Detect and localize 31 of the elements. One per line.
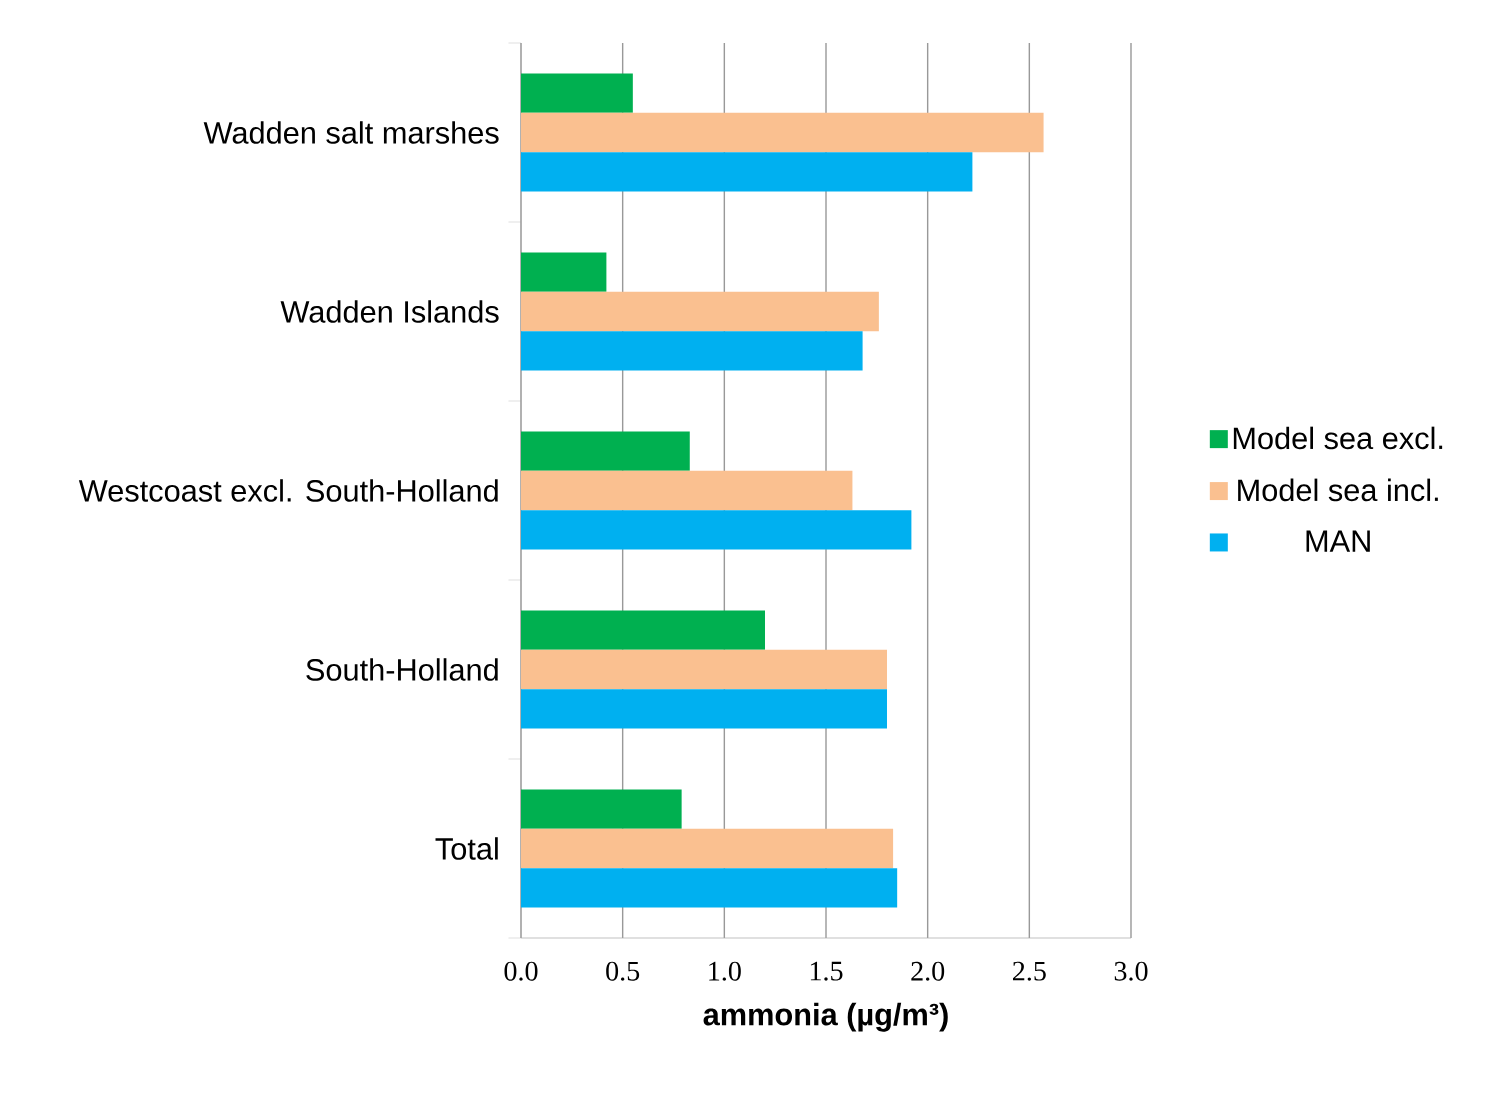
text: MAN bbox=[1306, 530, 1370, 552]
x-tick-label: 0.0 bbox=[504, 961, 538, 981]
y-tick-label: Wadden salt marshes bbox=[203, 121, 499, 144]
y-tick-label: Wadden Islands bbox=[280, 300, 499, 323]
x-tick-label: 2.5 bbox=[1013, 961, 1046, 981]
bar bbox=[521, 431, 690, 471]
bar bbox=[521, 73, 633, 113]
x-tick-label: 1.5 bbox=[810, 961, 843, 981]
y-tick-label: Westcoast excl. South-Holland bbox=[78, 479, 498, 502]
y-tick-label: South-Holland bbox=[306, 658, 498, 681]
bar bbox=[521, 152, 973, 192]
x-tick-label: 3.0 bbox=[1114, 961, 1148, 981]
bar bbox=[521, 510, 912, 550]
bar bbox=[521, 828, 894, 869]
bar bbox=[521, 331, 863, 371]
legend-label: Model sea incl. bbox=[1238, 478, 1438, 502]
x-tick-label: 0.5 bbox=[606, 961, 640, 981]
bar bbox=[521, 610, 765, 650]
legend-label: Model sea excl. bbox=[1233, 426, 1443, 450]
x-axis-title: ammonia (µg/m³) bbox=[703, 1002, 948, 1032]
x-tick-label: 1.0 bbox=[709, 961, 741, 981]
bar bbox=[521, 112, 1044, 153]
bar bbox=[521, 689, 887, 729]
bar bbox=[521, 470, 853, 511]
bar bbox=[521, 789, 682, 829]
bar bbox=[521, 649, 887, 690]
x-tick-label: 2.0 bbox=[911, 961, 945, 981]
y-tick-label: Total bbox=[435, 837, 498, 860]
bar bbox=[521, 291, 879, 332]
bar bbox=[521, 868, 898, 908]
bar bbox=[521, 252, 607, 292]
